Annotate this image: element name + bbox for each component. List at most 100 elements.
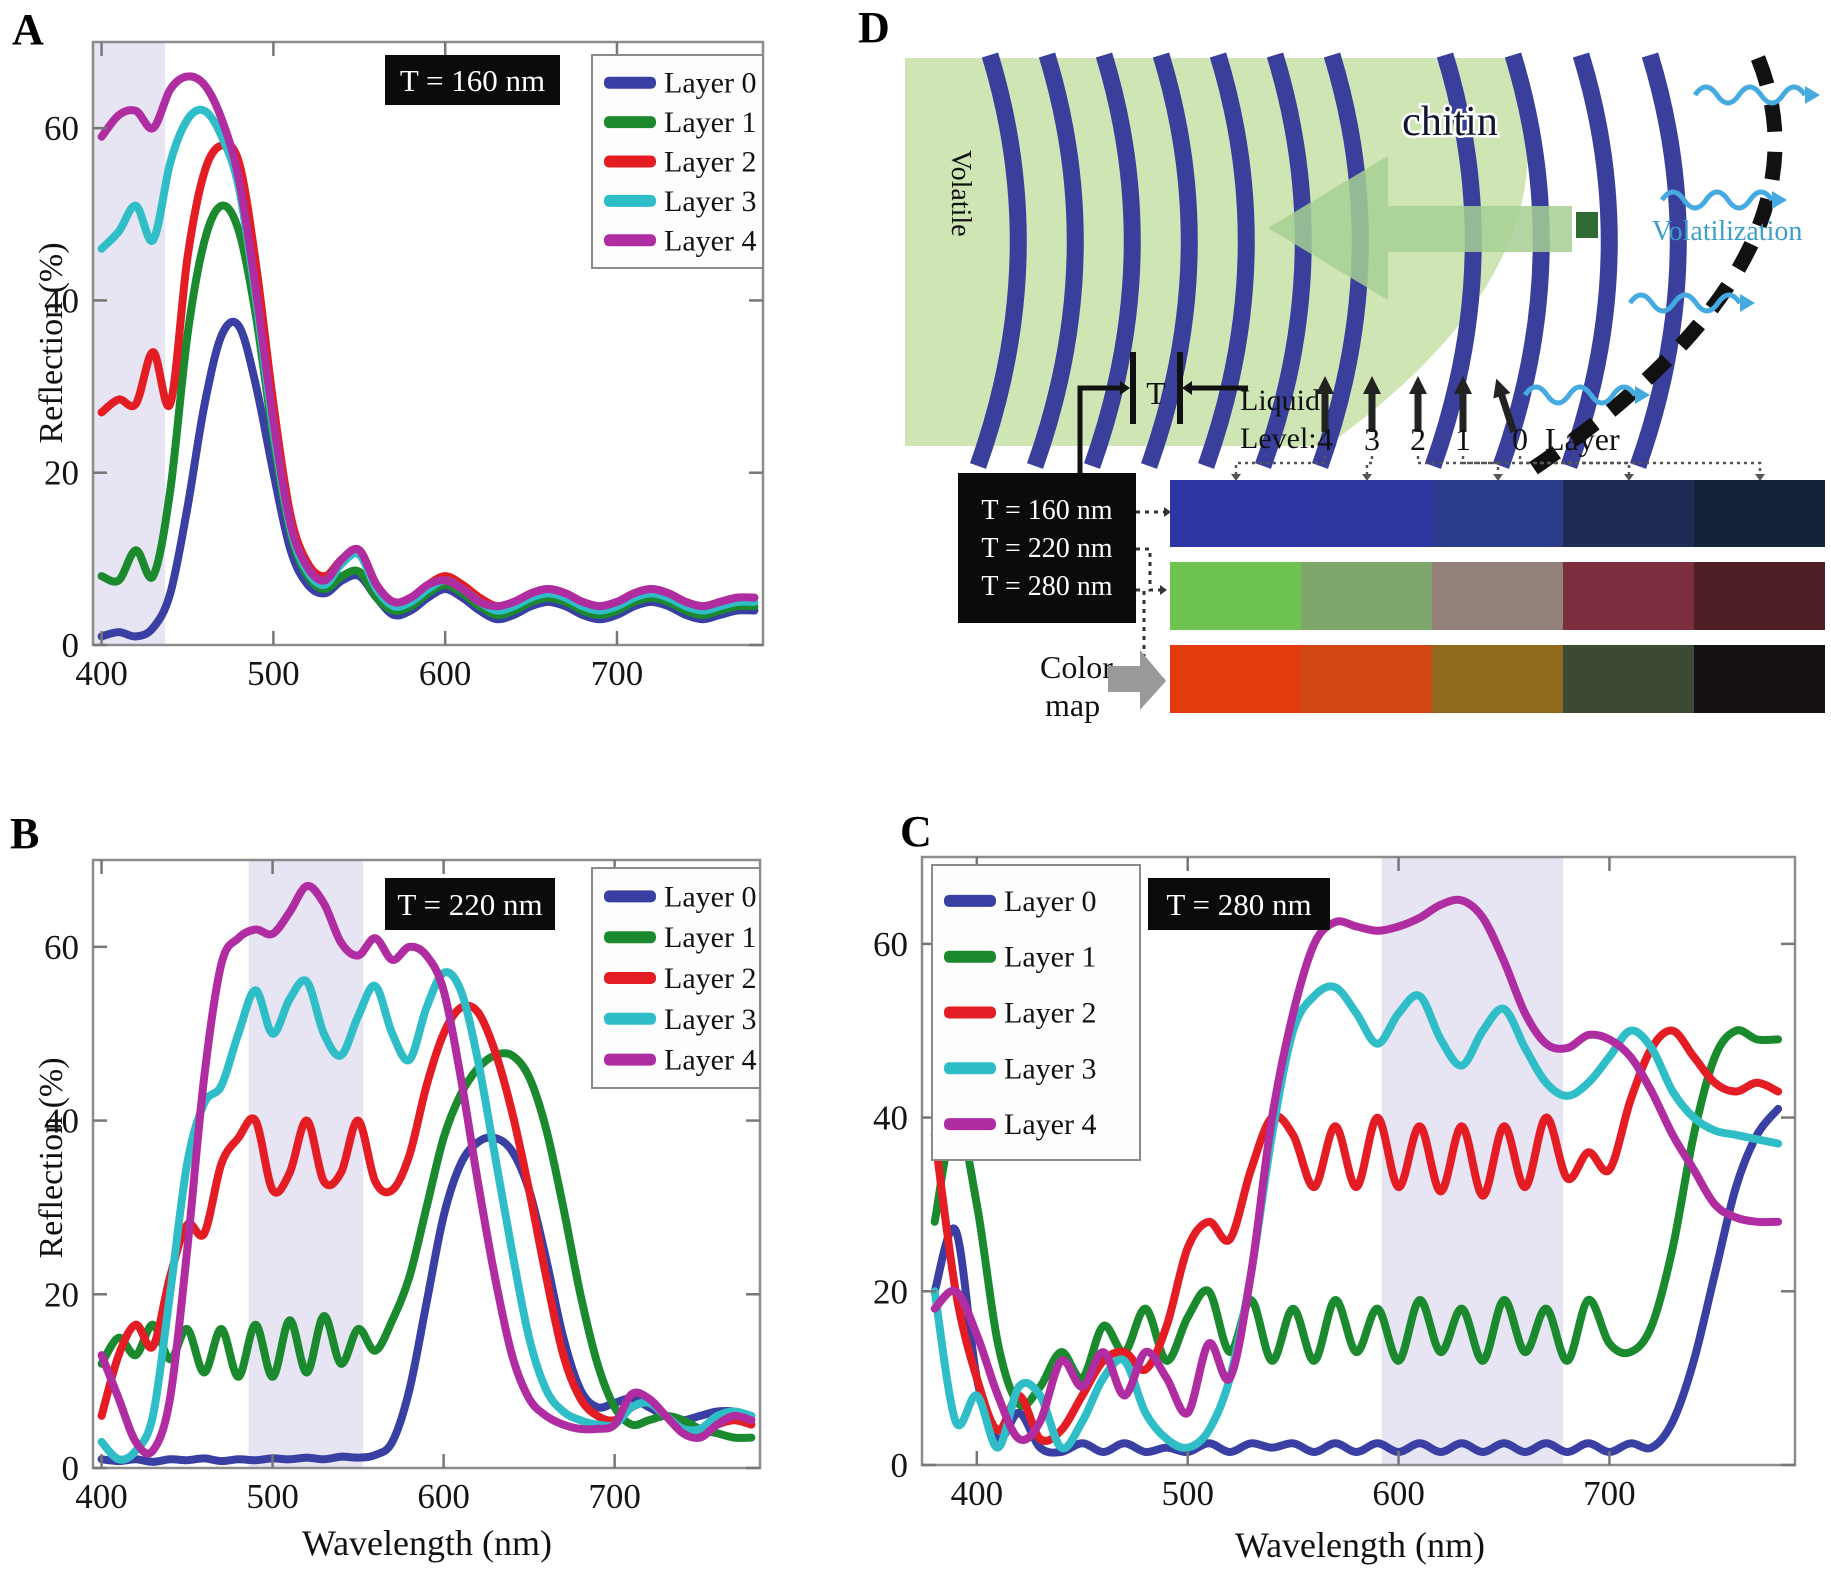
x-tick-label: 500: [246, 1477, 299, 1516]
y-tick-label: 20: [873, 1272, 908, 1311]
y-tick-label: 40: [44, 1102, 79, 1141]
liquid-level-arrows: [1316, 376, 1517, 433]
chart-t220: 400 500 600 700 0 20 40 60 T = 220 nm Layer 0 Laye…: [44, 858, 762, 1516]
y-tick-label: 60: [873, 925, 908, 964]
series-curve-layer-1: [930, 1026, 1783, 1410]
legend-label: Layer 3: [664, 185, 756, 218]
legend-label: Layer 4: [664, 224, 756, 257]
connector-level2-arrowhead: [1493, 474, 1503, 481]
title-box: [1148, 878, 1330, 930]
chart-title: T = 220 nm: [397, 887, 542, 922]
legend-label: Layer 1: [1004, 941, 1096, 974]
chitin-arc-2: [1083, 52, 1141, 469]
legend-label: Layer 4: [664, 1044, 756, 1077]
chitin-label: chitin: [1402, 99, 1498, 145]
legend-label: Layer 2: [664, 146, 756, 179]
chitin-diagram: Volatile chitin Volatilization T Liquid …: [905, 52, 1825, 723]
connector-level0-arrowhead: [1755, 474, 1765, 481]
legend-swatch-layer-3: [944, 1062, 996, 1075]
t-measure-right-arrowhead: [1120, 381, 1130, 395]
legend-swatch-layer-1: [604, 931, 656, 944]
legend-label: Layer 1: [664, 921, 756, 954]
wavy-arrow-0: [1692, 84, 1808, 106]
wavy-arrowhead-0: [1805, 86, 1820, 104]
legend-label: Layer 0: [1004, 885, 1096, 918]
legend-swatch-layer-2: [944, 1006, 996, 1019]
series-curve-layer-4: [97, 72, 759, 611]
level-arrow-1: [1363, 376, 1381, 432]
x-tick-label: 600: [417, 1477, 470, 1516]
x-tick-label: 500: [247, 654, 300, 693]
x-tick-label: 600: [1372, 1474, 1425, 1513]
x-tick-label: 400: [75, 1477, 128, 1516]
legend-swatch-layer-0: [944, 894, 996, 907]
level-arrow-0: [1316, 376, 1334, 432]
y-tick-label: 0: [891, 1446, 909, 1485]
colormap-row-2-segment-4: [1694, 645, 1825, 713]
legend-swatch-layer-0: [604, 76, 656, 89]
liquid-level-label-line1: Liquid: [1240, 384, 1320, 417]
colormap-row-2-segment-3: [1563, 645, 1694, 713]
panel-a-label: A: [12, 5, 44, 54]
colormap-row-1-segment-1: [1301, 562, 1432, 630]
colormap-row-1-segment-0: [1170, 562, 1301, 630]
y-tick-label: 40: [873, 1099, 908, 1138]
legend-swatch-layer-3: [604, 1012, 656, 1025]
wavy-arrow-1: [1659, 189, 1775, 211]
thickness-box-t280: T = 280 nm: [981, 571, 1112, 602]
thickness-box-t220: T = 220 nm: [981, 533, 1112, 564]
y-tick-label: 60: [44, 928, 79, 967]
chitin-arc-1: [1026, 52, 1084, 469]
chitin-arc-9: [1560, 52, 1618, 469]
legend-swatch-layer-0: [604, 890, 656, 903]
legend-swatch-layer-4: [604, 234, 656, 247]
x-tick-label: 700: [591, 654, 644, 693]
series-curve-layer-1: [97, 1049, 756, 1442]
panel-b-x-axis-title: Wavelength (nm): [301, 1523, 552, 1563]
legend-swatch-layer-4: [944, 1118, 996, 1131]
wavy-arrow-2: [1627, 292, 1743, 314]
legend-label: Layer 3: [664, 1003, 756, 1036]
legend-swatch-layer-1: [944, 950, 996, 963]
colormap-row-2-segment-0: [1170, 645, 1301, 713]
volatilization-label: Volatilization: [1652, 216, 1802, 247]
shaded-band: [93, 42, 166, 645]
chitin-arc-4: [1197, 52, 1255, 469]
x-tick-label: 700: [1583, 1474, 1636, 1513]
y-tick-label: 20: [44, 1275, 79, 1314]
chitin-arc-10: [1629, 52, 1687, 469]
t-symbol: T: [1146, 375, 1166, 411]
chitin-layer-arcs: [969, 52, 1687, 469]
volatilization-source-square: [1576, 212, 1598, 238]
liquid-intrusion-arrow: [1268, 156, 1572, 300]
legend-label: Layer 2: [664, 962, 756, 995]
level-arrow-2: [1409, 376, 1427, 432]
connector-level3: [1365, 456, 1374, 474]
x-tick-label: 400: [75, 654, 128, 693]
chitin-arc-0: [969, 52, 1027, 469]
level-number-2: 2: [1410, 421, 1426, 457]
chitin-arc-8: [1492, 52, 1550, 469]
y-tick-label: 20: [44, 454, 79, 493]
connector-box-row2-arrowhead: [1160, 585, 1167, 595]
layer-word: Layer: [1545, 421, 1620, 457]
colormap-row-2-segment-2: [1432, 645, 1563, 713]
x-tick-label: 400: [951, 1474, 1004, 1513]
level-number-4: 4: [1317, 421, 1333, 457]
title-box: [385, 55, 560, 105]
chart-title: T = 280 nm: [1166, 887, 1311, 922]
plot-border: [920, 855, 1797, 1467]
chart-t160: 400 500 600 700 0 20 40 60 T = 160 nm Layer 0 Laye…: [44, 40, 765, 693]
colormap-row-1-segment-2: [1432, 562, 1563, 630]
legend-label: Layer 0: [664, 880, 756, 913]
connector-level0: [1518, 456, 1762, 474]
connector-level2: [1416, 456, 1500, 474]
series-curve-layer-2: [930, 1026, 1783, 1445]
x-tick-label: 500: [1161, 1474, 1214, 1513]
chitin-arc-7: [1424, 52, 1482, 469]
colormap-label-line2: map: [1045, 687, 1100, 723]
level-number-1: 1: [1455, 421, 1471, 457]
colormap-gray-arrow: [1108, 650, 1166, 710]
level-number-0: 0: [1512, 421, 1528, 457]
legend-swatch-layer-3: [604, 194, 656, 207]
